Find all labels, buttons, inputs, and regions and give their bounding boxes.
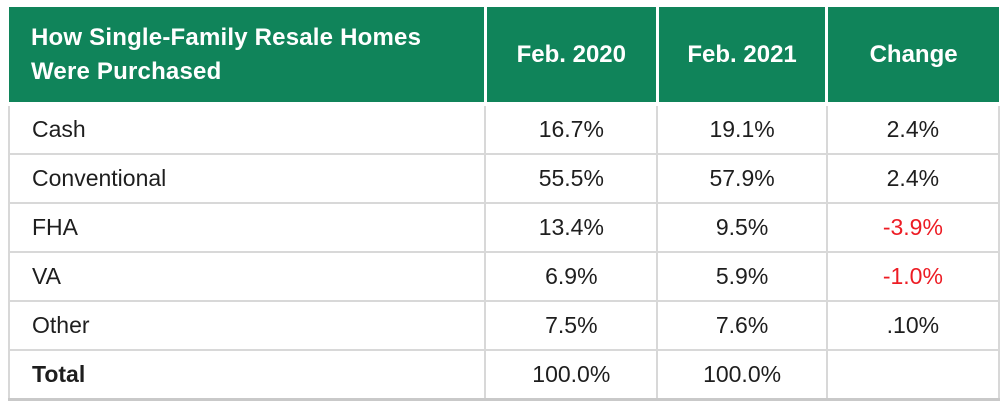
feb-2021-value: 7.6% [656,300,828,351]
col-header-feb-2020: Feb. 2020 [483,7,658,106]
col-header-change: Change [825,7,999,106]
row-label: Total [7,349,487,401]
table-row-cash: Cash 16.7% 19.1% 2.4% [7,103,1001,155]
table-row-total: Total 100.0% 100.0% [7,349,1001,401]
header-row: How Single-Family Resale Homes Were Purc… [9,7,999,106]
feb-2020-value: 7.5% [484,300,659,351]
row-label: Conventional [7,153,487,204]
change-value: -3.9% [825,202,1001,253]
table-row-va: VA 6.9% 5.9% -1.0% [7,251,1001,302]
change-value: -1.0% [825,251,1001,302]
feb-2020-value: 6.9% [484,251,659,302]
change-value: 2.4% [825,103,1001,155]
resale-homes-table: How Single-Family Resale Homes Were Purc… [7,7,1001,401]
feb-2020-value: 55.5% [484,153,659,204]
table-title: How Single-Family Resale Homes Were Purc… [9,7,486,106]
feb-2021-value: 5.9% [656,251,828,302]
table-row-conventional: Conventional 55.5% 57.9% 2.4% [7,153,1001,204]
table-body: Cash 16.7% 19.1% 2.4% Conventional 55.5%… [7,103,1001,401]
change-value [825,349,1001,401]
row-label: FHA [7,202,487,253]
feb-2021-value: 100.0% [656,349,828,401]
col-header-feb-2021: Feb. 2021 [655,7,827,106]
feb-2020-value: 13.4% [484,202,659,253]
table-row-other: Other 7.5% 7.6% .10% [7,300,1001,351]
row-label: Other [7,300,487,351]
change-value: 2.4% [825,153,1001,204]
feb-2021-value: 9.5% [656,202,828,253]
change-value: .10% [825,300,1001,351]
feb-2020-value: 16.7% [484,103,659,155]
table-row-fha: FHA 13.4% 9.5% -3.9% [7,202,1001,253]
row-label: Cash [7,103,487,155]
feb-2021-value: 19.1% [656,103,828,155]
table-header: How Single-Family Resale Homes Were Purc… [9,7,999,106]
feb-2020-value: 100.0% [484,349,659,401]
feb-2021-value: 57.9% [656,153,828,204]
row-label: VA [7,251,487,302]
